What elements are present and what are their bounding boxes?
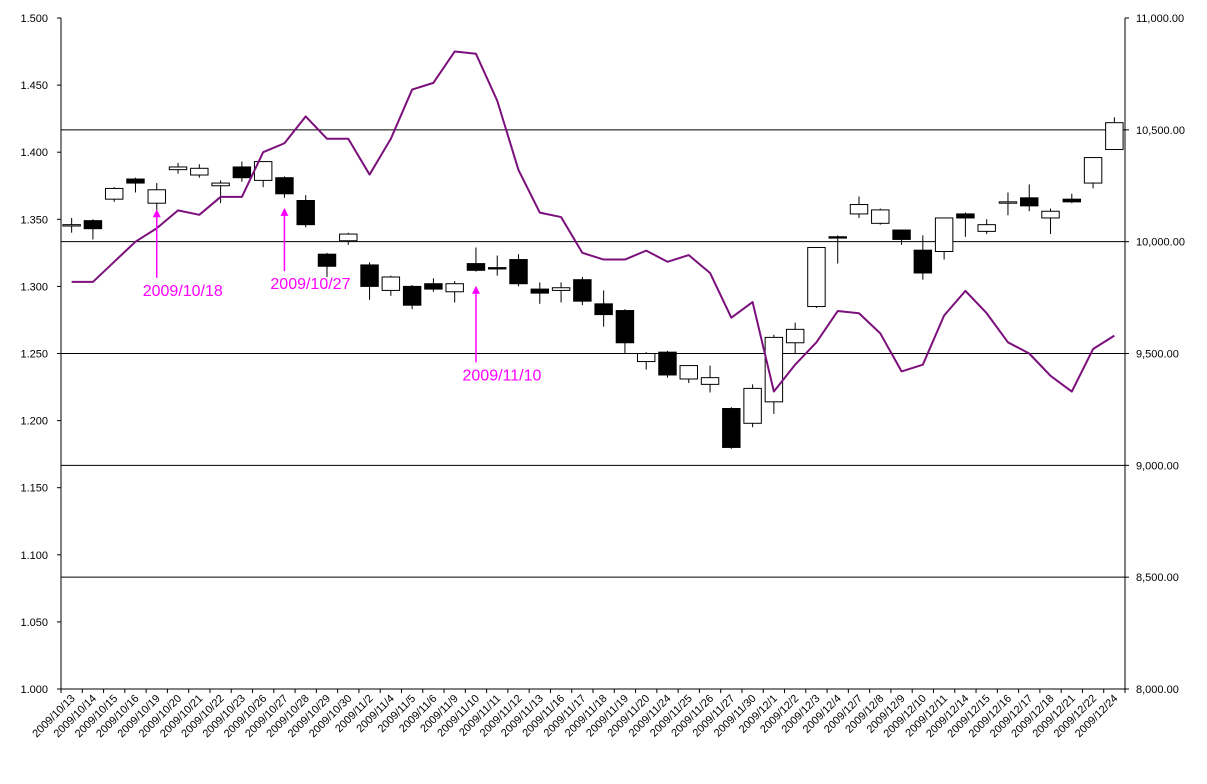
candle-up-body — [1041, 210, 1060, 219]
candle-up-body — [785, 328, 805, 344]
left-tick-label: 1.300 — [20, 281, 48, 293]
candle-down-body — [360, 264, 379, 287]
candle-down-body — [488, 267, 507, 270]
candle-down-body — [530, 288, 550, 294]
candle-up-body — [168, 166, 188, 171]
candle-up-body — [104, 187, 124, 200]
reference-lines — [61, 129, 1125, 578]
left-tick-label: 1.000 — [20, 684, 48, 696]
left-axis-ticks: 1.000 1.050 1.100 1.150 1.200 1.250 1.300 1.350… — [20, 13, 61, 696]
x-axis-ticks: 2009/10/132009/10/142009/10/152009/10/16… — [30, 689, 1126, 740]
candle-up-body — [998, 201, 1018, 204]
candle-up-body — [1083, 157, 1103, 184]
candle-up-body — [743, 387, 762, 424]
candle-down-body — [317, 253, 337, 267]
left-tick-label: 1.350 — [20, 214, 48, 226]
left-tick-label: 1.200 — [20, 416, 48, 428]
candle-down-body — [1020, 197, 1039, 207]
right-tick-label: 9,000.00 — [1136, 460, 1179, 472]
candle-up-body — [636, 353, 656, 363]
candle-down-body — [722, 408, 741, 448]
candle-down-body — [402, 285, 422, 306]
candle-down-body — [296, 200, 315, 226]
candle-up-body — [551, 287, 571, 291]
right-tick-label: 10,500.00 — [1136, 125, 1185, 137]
annotation-label: 2009/10/27 — [270, 276, 350, 293]
candle-down-body — [509, 259, 528, 285]
left-tick-label: 1.150 — [20, 483, 48, 495]
candle-up-body — [381, 276, 401, 291]
candle-down-body — [126, 178, 145, 184]
candle-down-body — [658, 351, 677, 376]
candle-up-body — [977, 224, 996, 232]
candle-up-body — [1105, 122, 1124, 151]
candle-down-body — [466, 263, 486, 271]
candle-up-body — [849, 204, 869, 215]
candle-down-body — [913, 249, 933, 274]
annotation-label: 2009/11/10 — [463, 367, 542, 384]
candle-down-body — [594, 303, 613, 316]
annotations: 2009/10/18 2009/10/27 2009/11/10 — [143, 207, 542, 384]
left-tick-label: 1.500 — [20, 13, 48, 25]
candle-down-body — [1062, 198, 1082, 203]
annotation-arrow-head — [280, 207, 289, 216]
candle-down-body — [892, 229, 911, 240]
candle-down-body — [956, 213, 975, 219]
candle-down-body — [828, 236, 847, 239]
right-tick-label: 10,000.00 — [1136, 237, 1185, 249]
candle-down-body — [232, 166, 252, 179]
annotation-arrow-head — [471, 285, 480, 294]
candle-up-body — [62, 224, 81, 227]
candle-up-body — [445, 283, 464, 293]
candle-up-body — [934, 217, 954, 253]
candle-down-body — [275, 177, 294, 195]
left-tick-label: 1.050 — [20, 617, 48, 629]
candle-up-body — [211, 182, 230, 187]
candle-up-body — [190, 167, 209, 176]
candle-up-body — [700, 377, 720, 385]
candle-up-body — [679, 365, 698, 380]
candle-down-body — [615, 310, 635, 344]
left-tick-label: 1.100 — [20, 550, 48, 562]
left-tick-label: 1.450 — [20, 80, 48, 92]
annotation-arrow-head — [152, 209, 161, 218]
candle-up-body — [339, 233, 358, 242]
candle-down-body — [83, 220, 103, 230]
left-tick-label: 1.400 — [20, 147, 48, 159]
index-line — [71, 50, 1115, 393]
candle-up-body — [807, 246, 826, 308]
right-tick-label: 8,000.00 — [1136, 684, 1179, 696]
right-tick-label: 9,500.00 — [1136, 349, 1179, 361]
right-axis-ticks: 8,000.00 8,500.00 9,000.00 9,500.00 10,000.0… — [1125, 13, 1185, 696]
candle-up-body — [147, 189, 166, 204]
right-tick-label: 8,500.00 — [1136, 572, 1179, 584]
candle-down-body — [573, 279, 592, 302]
right-tick-label: 11,000.00 — [1136, 13, 1184, 25]
annotation-label: 2009/10/18 — [143, 283, 223, 300]
candle-up-body — [871, 209, 890, 224]
candle-down-body — [424, 283, 443, 290]
left-tick-label: 1.250 — [20, 349, 48, 361]
index-line-series — [71, 50, 1115, 393]
